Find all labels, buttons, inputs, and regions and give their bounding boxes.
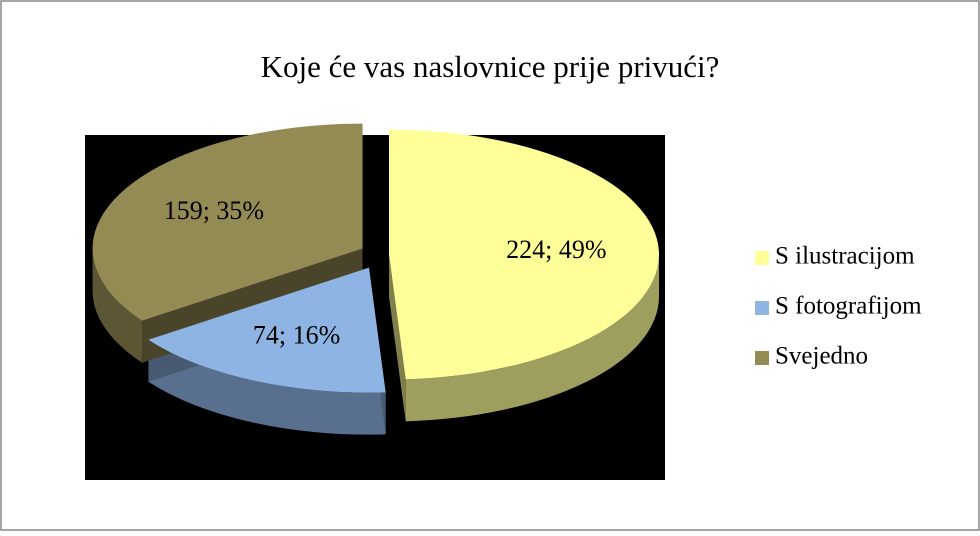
- pie-slice: [148, 267, 386, 393]
- slice-side: [148, 339, 386, 435]
- pie-slice: [92, 123, 363, 321]
- data-label: 224; 49%: [506, 235, 606, 264]
- pie-slice: [388, 129, 659, 380]
- slice-edge: [388, 254, 406, 422]
- legend-label: S fotografijom: [775, 293, 922, 320]
- slice-side: [92, 248, 143, 363]
- slice-side: [405, 254, 659, 422]
- legend-swatch: [755, 251, 769, 265]
- legend-label: S ilustracijom: [775, 243, 915, 270]
- data-label: 159; 35%: [164, 196, 264, 225]
- data-label: 74; 16%: [253, 320, 340, 349]
- chart-title: Koje će vas naslovnice prije privući?: [261, 49, 720, 84]
- legend-label: Svejedno: [775, 343, 868, 370]
- legend-swatch: [755, 351, 769, 365]
- legend-swatch: [755, 301, 769, 315]
